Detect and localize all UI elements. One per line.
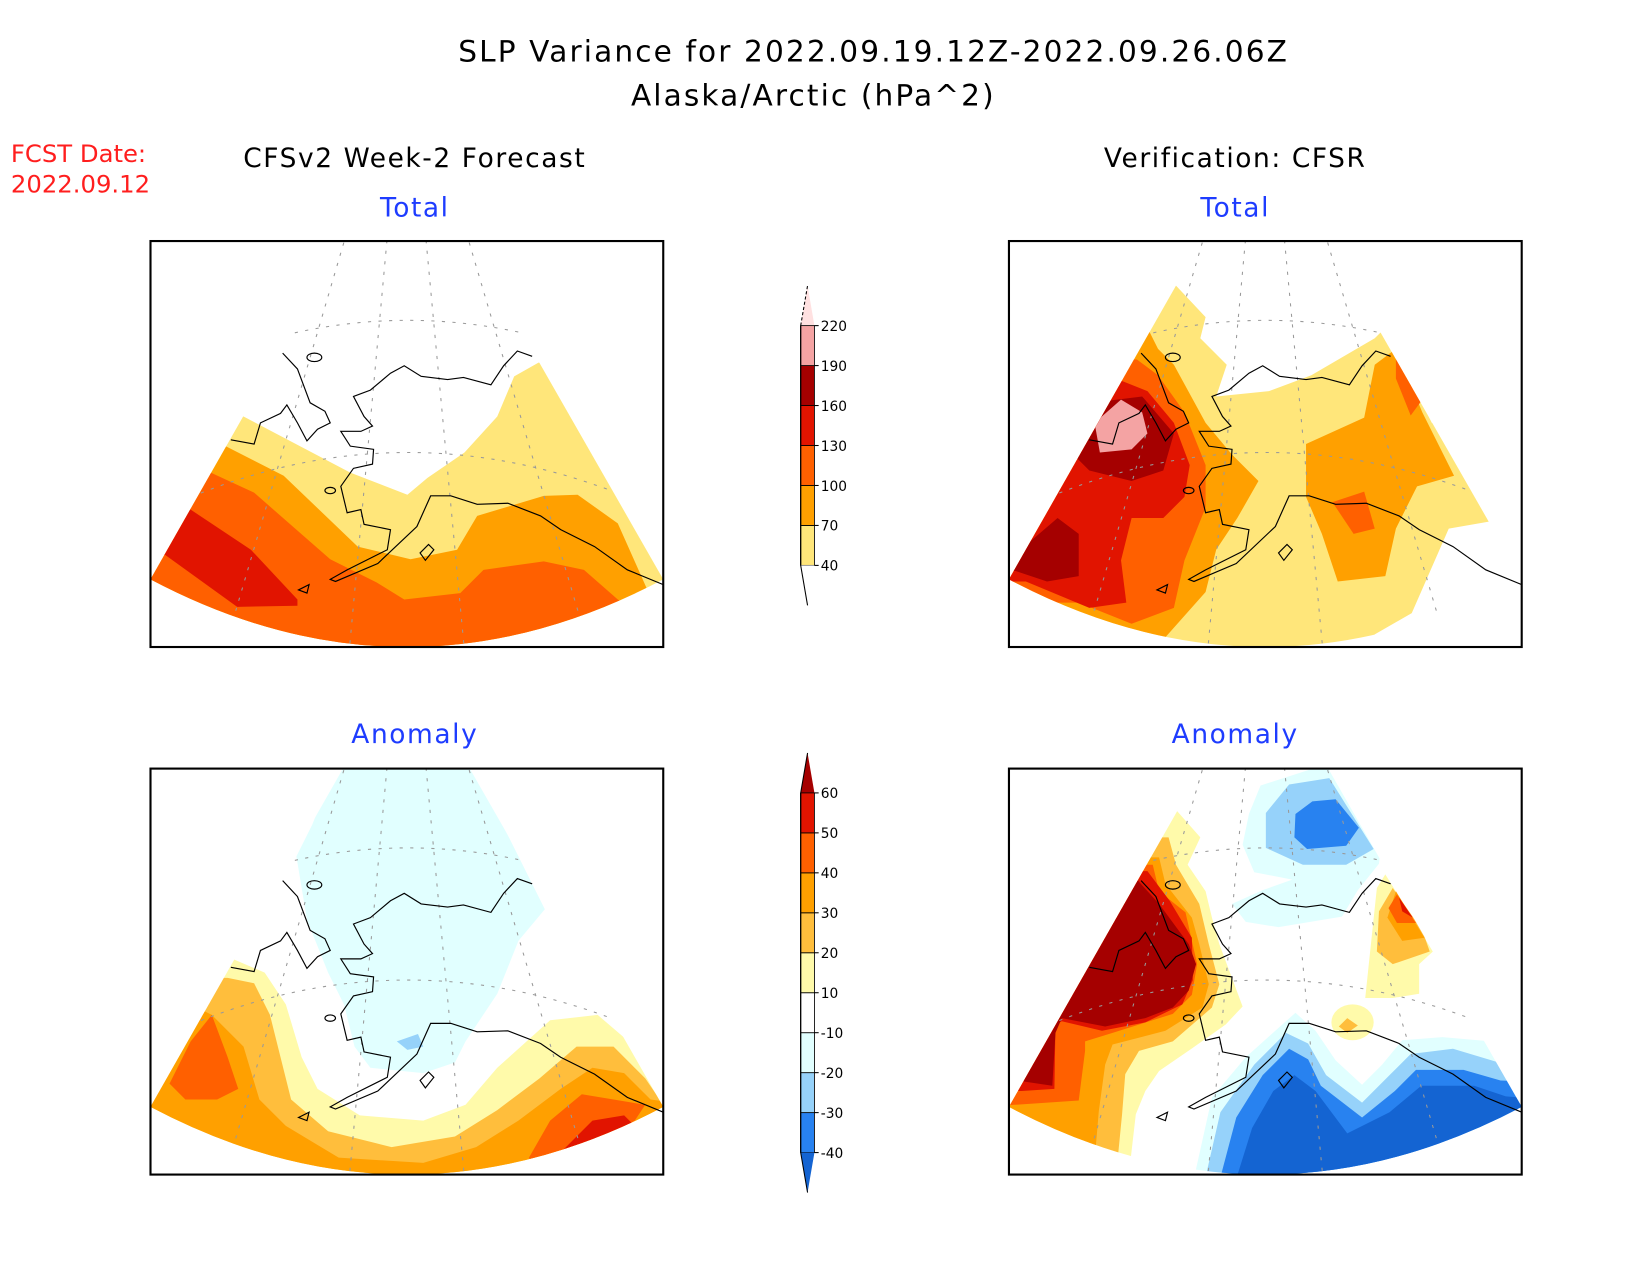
contour-130-160 bbox=[150, 509, 298, 607]
colorbar-segment bbox=[800, 952, 815, 994]
map-forecast-total bbox=[149, 239, 665, 649]
contour-below-neg40 bbox=[1199, 1075, 1522, 1175]
colorbar-tick-label: 190 bbox=[821, 359, 847, 375]
map-forecast-anomaly bbox=[149, 767, 665, 1176]
colorbar-tick-label: 100 bbox=[821, 479, 847, 495]
colorbar-segment bbox=[800, 485, 815, 526]
colorbar-tick-label: 160 bbox=[821, 399, 847, 415]
colorbar-tick-label: 20 bbox=[821, 946, 838, 962]
colorbar-segment bbox=[800, 325, 815, 367]
colorbar-total: 220 190 160 130 100 70 40 bbox=[800, 285, 847, 606]
contour-40-50 bbox=[169, 1014, 239, 1100]
colorbar-edge bbox=[800, 1152, 809, 1193]
panel-title-verification-anomaly: Anomaly bbox=[1172, 719, 1299, 750]
map-frame bbox=[149, 767, 665, 1176]
colorbar-under-triangle bbox=[800, 565, 815, 606]
colorbar-tick-label: 30 bbox=[821, 906, 838, 922]
contour-neg30-neg20 bbox=[396, 1033, 424, 1050]
map-verification-total bbox=[1007, 239, 1523, 649]
colorbar-over-triangle bbox=[800, 285, 815, 326]
figure-subtitle: Alaska/Arctic (hPa^2) bbox=[631, 79, 996, 113]
contour-neg40-neg30 bbox=[1294, 799, 1359, 849]
map-frame bbox=[149, 239, 665, 649]
colorbar-under-triangle bbox=[800, 1152, 815, 1193]
colorbar-segment bbox=[800, 1032, 815, 1074]
colorbar-segment bbox=[800, 912, 815, 954]
map-frame bbox=[1007, 767, 1523, 1176]
colorbar-segment bbox=[800, 872, 815, 914]
colorbar-segment bbox=[800, 992, 815, 1034]
colorbar-anomaly: 60 50 40 30 20 10 -10 -20 -30 -40 bbox=[800, 752, 843, 1193]
colorbar-segment bbox=[800, 405, 815, 446]
map-frame bbox=[1007, 239, 1523, 649]
colorbar-edge bbox=[800, 285, 809, 326]
contour-100-130 bbox=[1332, 491, 1375, 534]
colorbar-segment bbox=[800, 1112, 815, 1153]
colorbar-tick-label: -20 bbox=[821, 1066, 843, 1082]
forecast-date-value: 2022.09.12 bbox=[11, 169, 150, 198]
colorbar-tick-label: -30 bbox=[821, 1106, 843, 1122]
contour-70-100 bbox=[1306, 348, 1455, 582]
colorbar-tick-label: 130 bbox=[821, 439, 847, 455]
colorbar-segment bbox=[800, 832, 815, 874]
forecast-date-label: FCST Date: bbox=[11, 139, 146, 168]
panel-title-forecast-anomaly: Anomaly bbox=[351, 719, 478, 750]
contour-20-30 bbox=[1338, 1018, 1358, 1033]
colorbar-tick-label: 50 bbox=[821, 826, 838, 842]
column-title-verification: Verification: CFSR bbox=[1104, 143, 1367, 174]
colorbar-tick-label: 220 bbox=[821, 319, 847, 335]
colorbar-tick-label: 40 bbox=[821, 866, 838, 882]
colorbar-tick-label: 40 bbox=[821, 559, 838, 575]
contour-neg20-neg10 bbox=[296, 768, 545, 1074]
map-verification-anomaly bbox=[1007, 767, 1523, 1176]
colorbar-segment bbox=[800, 365, 815, 406]
colorbar-edge bbox=[800, 565, 809, 606]
colorbar-tick-label: 60 bbox=[821, 786, 838, 802]
column-title-forecast: CFSv2 Week-2 Forecast bbox=[243, 143, 586, 174]
colorbar-tick-label: 70 bbox=[821, 519, 838, 535]
panel-title-forecast-total: Total bbox=[379, 193, 450, 224]
colorbar-segment bbox=[800, 792, 815, 834]
figure-title: SLP Variance for 2022.09.19.12Z-2022.09.… bbox=[458, 34, 1289, 68]
colorbar-over-triangle bbox=[800, 752, 815, 793]
colorbar-segment bbox=[800, 445, 815, 486]
panel-title-verification-total: Total bbox=[1199, 193, 1270, 224]
contour-190-220 bbox=[1094, 399, 1148, 453]
colorbar-segment bbox=[800, 1072, 815, 1114]
colorbar-segment bbox=[800, 525, 815, 566]
colorbar-tick-label: -40 bbox=[821, 1146, 843, 1162]
colorbar-tick-label: 10 bbox=[821, 986, 838, 1002]
colorbar-tick-label: -10 bbox=[821, 1026, 843, 1042]
colorbar-edge bbox=[800, 752, 809, 794]
